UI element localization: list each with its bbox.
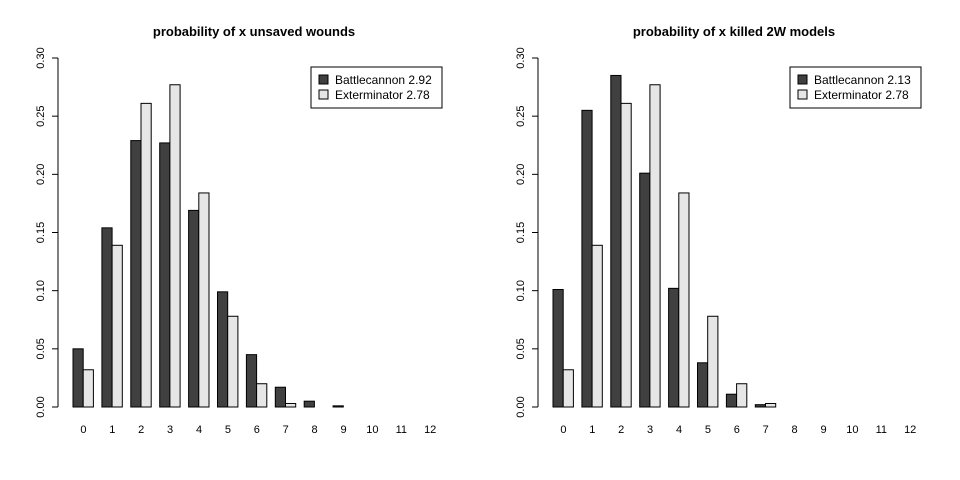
x-tick-label: 6 [254,424,260,436]
bar-series-1-cat-1 [101,227,113,408]
bar-series-1-cat-4 [668,287,680,408]
legend-swatch [318,74,329,85]
y-tick-label: 0.30 [515,47,527,68]
legend-swatch [797,74,808,85]
bar-series-2-cat-2 [140,102,152,408]
x-tick-label: 7 [283,424,289,436]
y-tick-label: 0.05 [515,338,527,359]
bar-series-2-cat-3 [169,84,181,408]
chart-title: probability of x unsaved wounds [153,24,355,39]
bar-series-1-cat-6 [725,393,738,408]
x-tick-label: 11 [876,424,887,436]
x-tick-label: 4 [676,424,682,436]
bars [72,84,344,408]
y-axis: 0.00 0.05 0.10 0.15 0.20 0.25 0.30 [35,47,59,418]
x-tick-label: 10 [366,424,378,436]
x-tick-label: 2 [618,424,624,436]
x-tick-label: 9 [340,424,346,436]
legend-box [789,66,922,109]
legend-label: Battlecannon 2.13 [814,73,911,87]
x-tick-label: 0 [560,424,566,436]
x-tick-label: 1 [109,424,115,436]
y-tick-label: 0.15 [35,222,47,243]
legend-swatch [797,89,808,100]
y-tick-label: 0.00 [515,396,527,417]
y-axis: 0.00 0.05 0.10 0.15 0.20 0.25 0.30 [515,47,539,418]
y-tick-label: 0.20 [35,164,47,185]
bar-series-2-cat-7 [285,403,297,408]
bar-series-2-cat-6 [256,383,268,408]
y-tick-label: 0.25 [35,105,47,126]
y-tick-label: 0.00 [35,396,47,417]
y-tick-label: 0.20 [515,164,527,185]
y-tick-label: 0.15 [515,222,527,243]
bar-series-1-cat-9 [332,405,344,408]
y-tick-label: 0.10 [515,280,527,301]
bar-series-2-cat-3 [649,84,661,408]
x-tick-label: 12 [424,424,436,436]
x-tick-label: 9 [820,424,826,436]
x-tick-label: 4 [196,424,202,436]
x-tick-label: 0 [80,424,86,436]
chart-panel-1: probability of x unsaved wounds0.000.050… [35,24,443,436]
bar-series-2-cat-2 [620,102,632,408]
legend-swatch [318,89,329,100]
x-tick-label: 2 [138,424,144,436]
bar-series-1-cat-8 [303,400,315,408]
y-tick-label: 0.05 [35,338,47,359]
x-tick-label: 7 [763,424,769,436]
bar-series-1-cat-6 [245,354,258,408]
x-tick-label: 10 [846,424,858,436]
bar-series-1-cat-3 [639,172,651,408]
x-tick-label: 6 [734,424,740,436]
bar-series-2-cat-0 [82,369,94,408]
x-tick-label: 11 [396,424,407,436]
bar-series-2-cat-4 [198,192,210,408]
x-tick-label: 8 [312,424,318,436]
bar-series-2-cat-5 [227,315,239,408]
legend-label: Exterminator 2.78 [814,88,909,102]
bar-series-1-cat-5 [217,291,229,408]
bar-series-1-cat-0 [72,348,84,408]
x-tick-label: 5 [705,424,711,436]
x-tick-label: 5 [225,424,231,436]
bar-series-2-cat-5 [707,315,719,408]
bar-series-2-cat-0 [562,369,574,408]
y-tick-label: 0.25 [515,105,527,126]
x-tick-label: 12 [904,424,916,436]
x-tick-label: 8 [792,424,798,436]
bars [552,74,777,408]
y-tick-label: 0.10 [35,280,47,301]
chart-title: probability of x killed 2W models [633,24,835,39]
x-tick-label: 1 [589,424,595,436]
bar-series-2-cat-1 [591,244,603,408]
bar-series-1-cat-3 [159,142,171,408]
bar-series-1-cat-7 [754,404,766,408]
bar-series-2-cat-1 [111,244,123,408]
legend-label: Battlecannon 2.92 [335,73,432,87]
bar-series-1-cat-1 [581,109,593,408]
bar-series-1-cat-0 [552,289,564,408]
legend-label: Exterminator 2.78 [335,88,430,102]
bar-series-1-cat-4 [188,209,200,408]
chart-panel-2: probability of x killed 2W models0.000.0… [515,24,922,436]
x-tick-label: 3 [647,424,653,436]
bar-series-2-cat-7 [765,403,777,408]
bar-series-1-cat-7 [274,386,286,408]
x-tick-label: 3 [167,424,173,436]
legend-box [310,66,443,109]
bar-series-1-cat-5 [697,362,709,408]
bar-series-2-cat-4 [678,192,690,408]
y-tick-label: 0.30 [35,47,47,68]
bar-series-2-cat-6 [736,383,748,408]
bar-series-1-cat-2 [610,74,622,408]
bar-series-1-cat-2 [130,140,142,408]
